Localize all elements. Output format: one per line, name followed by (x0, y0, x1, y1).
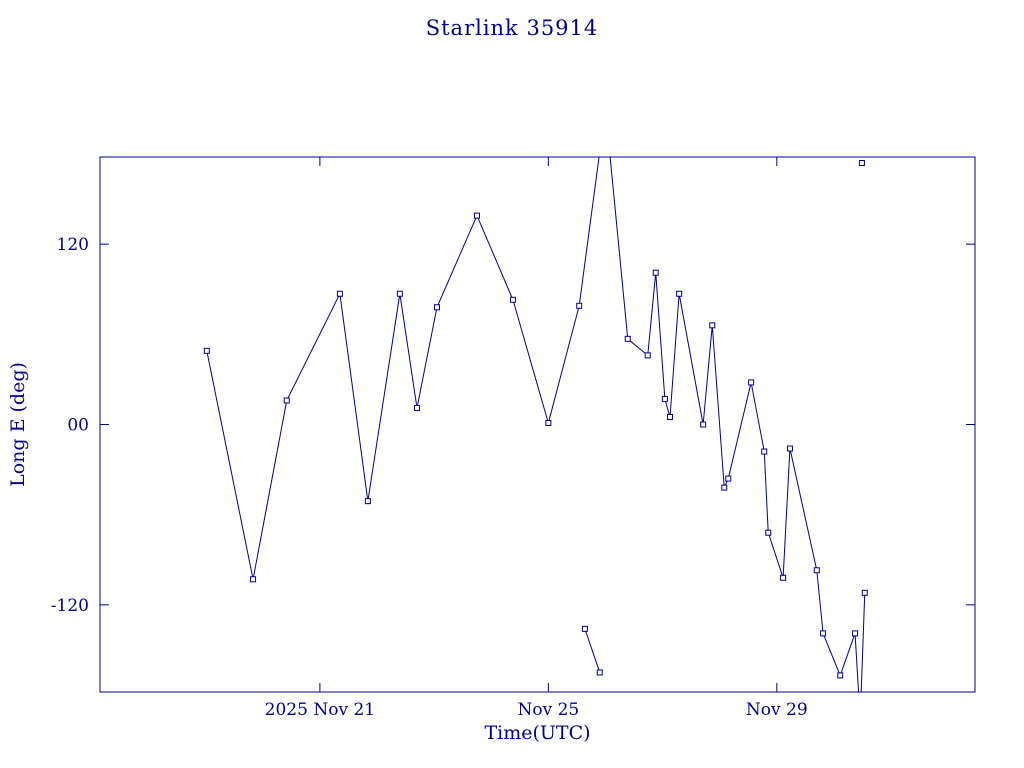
data-point-marker (603, 106, 608, 111)
data-point-marker (336, 290, 343, 297)
data-point-marker (596, 669, 603, 676)
chart-title: Starlink 35914 (425, 16, 599, 40)
data-point-marker (676, 290, 683, 297)
x-tick-label: 2025 Nov 21 (265, 700, 375, 720)
data-point-marker (433, 304, 440, 311)
data-layer (203, 106, 868, 713)
data-point-marker (644, 352, 651, 359)
data-point-marker (761, 448, 768, 455)
data-point-marker (203, 347, 210, 354)
data-point-marker (721, 484, 728, 491)
data-point-marker (837, 672, 844, 679)
isolated-point-marker (858, 160, 865, 167)
y-tick-label: 00 (67, 416, 89, 436)
data-point-marker (473, 212, 480, 219)
data-point-marker (661, 395, 668, 402)
data-point-marker (581, 625, 588, 632)
data-point-marker (396, 290, 403, 297)
x-tick-label: Nov 25 (517, 700, 579, 720)
data-point-marker (624, 335, 631, 342)
data-point-marker (667, 413, 674, 420)
data-point-marker (852, 630, 859, 637)
data-point-marker (786, 445, 793, 452)
plot-frame (99, 156, 976, 693)
data-point-marker (765, 529, 772, 536)
data-point-marker (700, 421, 707, 428)
data-point-marker (858, 702, 863, 707)
data-point-marker (748, 379, 755, 386)
x-tick-label: Nov 29 (746, 700, 808, 720)
data-point-marker (652, 269, 659, 276)
data-point-marker (283, 397, 290, 404)
y-tick-label: 120 (57, 235, 89, 255)
data-line (860, 592, 866, 692)
data-point-marker (545, 419, 552, 426)
data-line (584, 628, 601, 673)
data-point-marker (709, 322, 716, 329)
data-point-marker (364, 498, 371, 505)
data-point-marker (413, 404, 420, 411)
data-point-marker (576, 302, 583, 309)
data-point-marker (725, 475, 732, 482)
data-point-marker (820, 630, 827, 637)
data-point-marker (857, 708, 862, 713)
y-axis-label: Long E (deg) (7, 362, 29, 487)
data-line (206, 157, 860, 692)
y-tick-label: -120 (51, 596, 89, 616)
data-point-marker (509, 296, 516, 303)
x-axis-label: Time(UTC) (484, 722, 590, 744)
data-point-marker (250, 576, 257, 583)
data-point-marker (813, 567, 820, 574)
data-point-marker (861, 589, 868, 596)
data-point-marker (780, 574, 787, 581)
